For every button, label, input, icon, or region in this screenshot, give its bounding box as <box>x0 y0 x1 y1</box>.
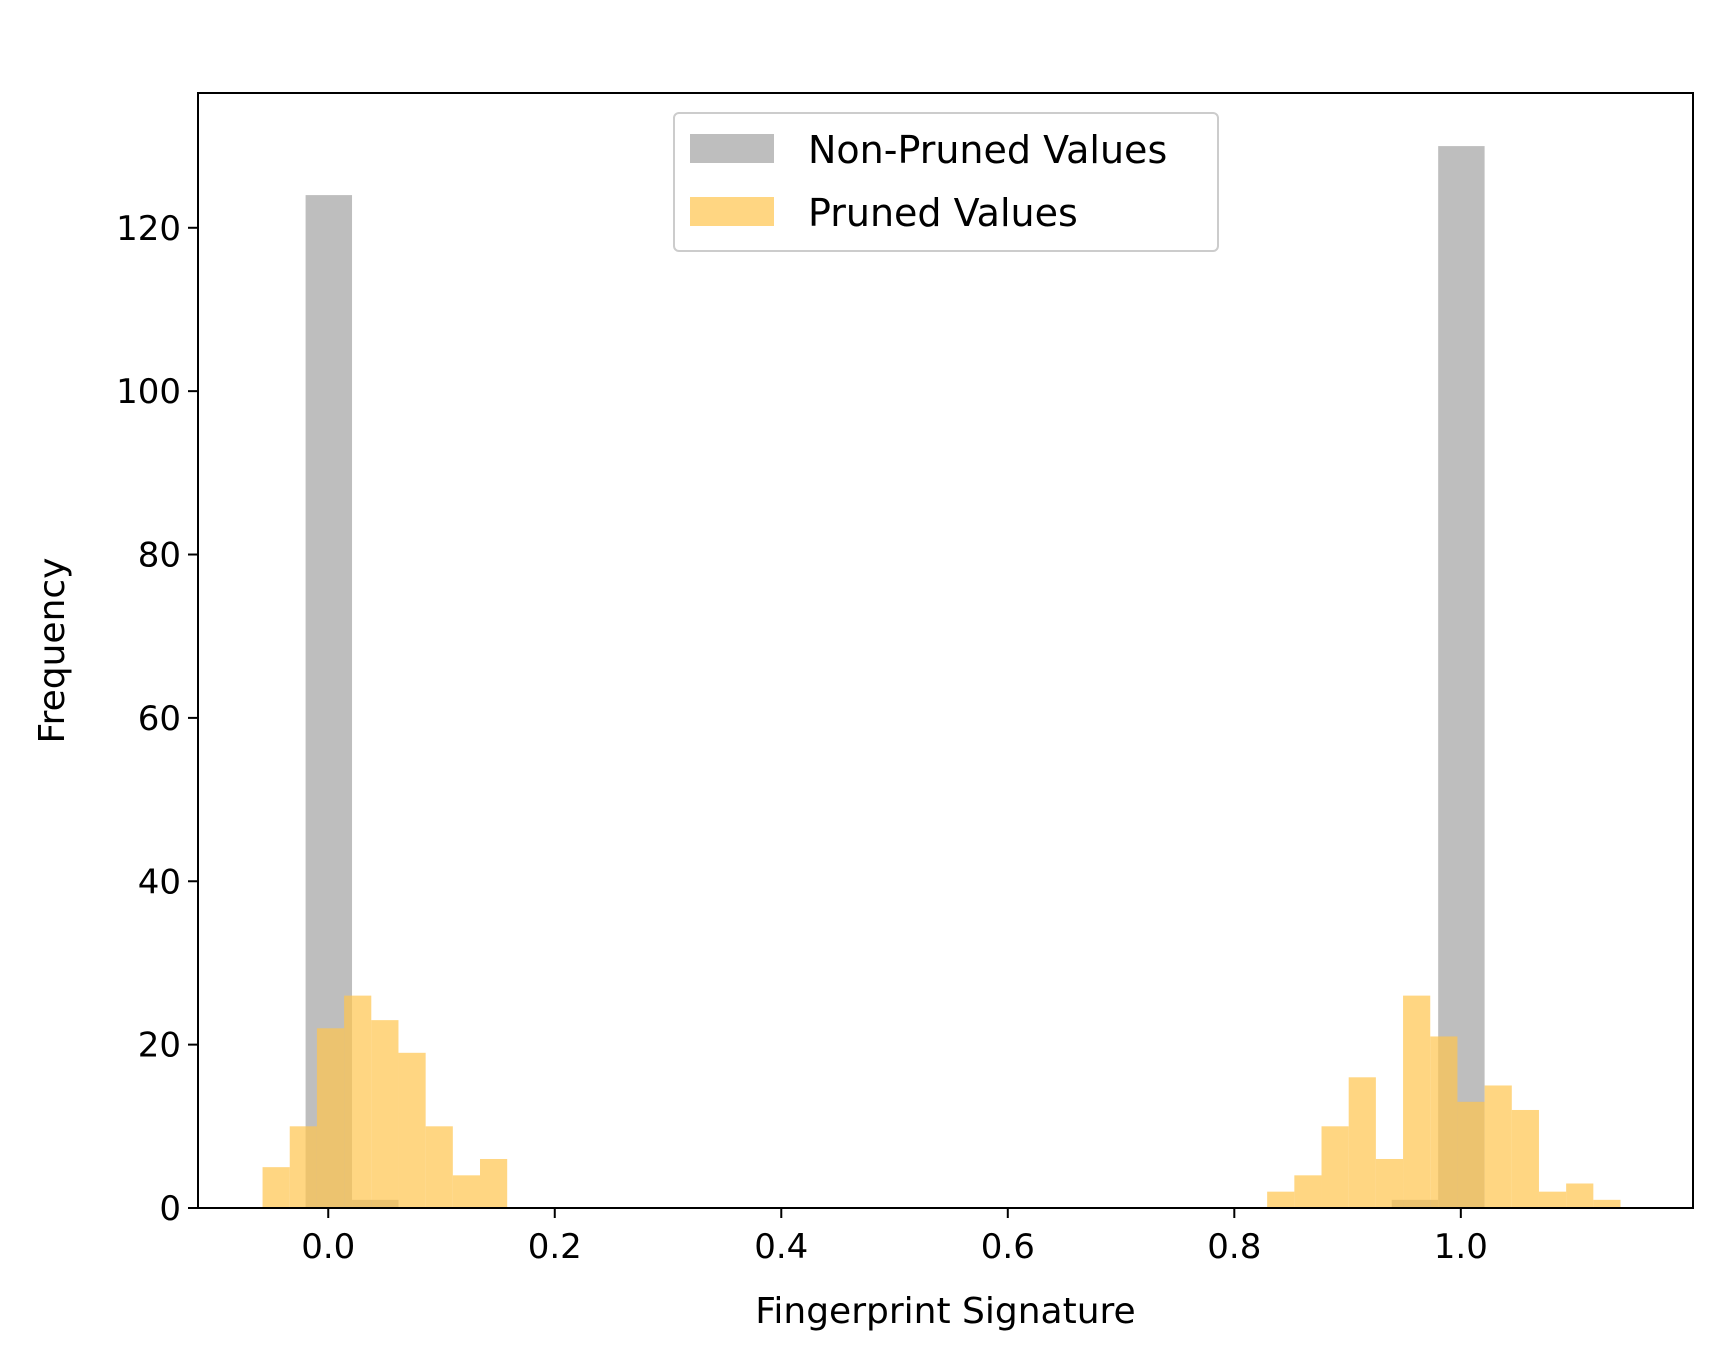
pruned-bar <box>1566 1183 1594 1208</box>
x-tick-label: 0.6 <box>981 1227 1035 1267</box>
y-axis: 0 20 40 60 80 100 120 <box>116 209 198 1229</box>
pruned-bar <box>1484 1085 1512 1208</box>
pruned-bar <box>289 1126 317 1208</box>
legend-swatch-pruned <box>690 197 774 226</box>
x-tick-label: 0.2 <box>528 1227 582 1267</box>
pruned-bar <box>398 1052 426 1208</box>
x-tick-label: 0.0 <box>301 1227 355 1267</box>
non-pruned-bar <box>1438 146 1485 1209</box>
x-tick-label: 1.0 <box>1434 1227 1488 1267</box>
x-axis-label: Fingerprint Signature <box>755 1291 1135 1332</box>
pruned-bar <box>344 995 372 1208</box>
legend-label-pruned: Pruned Values <box>808 191 1078 235</box>
pruned-bar <box>1430 1036 1458 1208</box>
pruned-bar <box>1593 1199 1621 1208</box>
pruned-bar <box>425 1126 453 1208</box>
y-tick-label: 0 <box>159 1189 181 1229</box>
histogram-bars <box>262 146 1621 1209</box>
pruned-bar <box>1321 1126 1349 1208</box>
legend-box <box>673 112 1219 252</box>
pruned-bar <box>1348 1077 1376 1208</box>
x-tick-label: 0.4 <box>754 1227 808 1267</box>
y-tick-label: 80 <box>138 536 181 576</box>
pruned-bar <box>480 1158 508 1208</box>
y-tick-label: 100 <box>116 372 181 412</box>
y-tick-label: 40 <box>138 862 181 902</box>
pruned-bar <box>452 1175 481 1208</box>
x-axis: 0.0 0.2 0.4 0.6 0.8 1.0 <box>301 1208 1488 1267</box>
pruned-bar <box>1267 1191 1295 1208</box>
y-axis-label: Frequency <box>32 558 73 744</box>
x-tick-label: 0.8 <box>1207 1227 1261 1267</box>
pruned-bar <box>1538 1191 1567 1208</box>
pruned-bar <box>1511 1109 1539 1208</box>
pruned-bar <box>1294 1175 1322 1208</box>
pruned-bar <box>262 1167 290 1208</box>
pruned-bar <box>1457 1101 1485 1208</box>
pruned-bar <box>371 1020 399 1208</box>
y-tick-label: 20 <box>138 1026 181 1066</box>
plot-frame <box>197 92 1694 1209</box>
pruned-bar <box>316 1028 345 1208</box>
pruned-bar <box>1375 1158 1404 1208</box>
legend-swatch-non-pruned <box>690 134 774 163</box>
y-tick-label: 120 <box>116 209 181 249</box>
y-tick-label: 60 <box>138 699 181 739</box>
pruned-bar <box>1403 995 1431 1208</box>
legend: Non-Pruned Values Pruned Values <box>673 112 1219 252</box>
legend-label-non-pruned: Non-Pruned Values <box>808 128 1167 172</box>
